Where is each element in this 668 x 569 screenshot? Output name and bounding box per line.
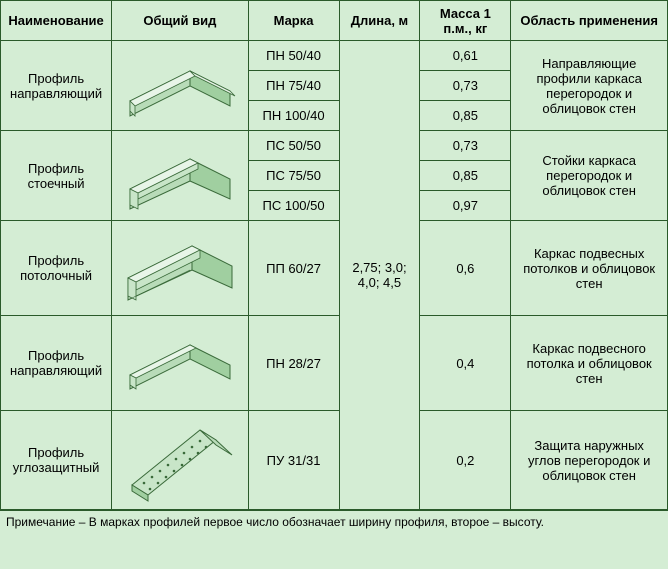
profile-mass: 0,97 [420,191,511,221]
header-application: Область применения [511,1,668,41]
profile-mark: ПН 100/40 [248,101,339,131]
profile-application: Защита наружных углов перегородок и обли… [511,411,668,510]
profile-mass: 0,6 [420,221,511,316]
u-channel-icon [120,51,240,121]
profile-mark: ПП 60/27 [248,221,339,316]
profile-view [112,316,248,411]
profile-application: Направляющие профили каркаса перегородок… [511,41,668,131]
c-channel-icon [120,141,240,211]
profile-mass: 0,61 [420,41,511,71]
profile-mark: ПН 28/27 [248,316,339,411]
profile-mass: 0,73 [420,131,511,161]
header-length: Длина, м [339,1,420,41]
header-name: Наименование [1,1,112,41]
profile-name: Профиль направляющий [1,41,112,131]
profile-mark: ПУ 31/31 [248,411,339,510]
profile-mark: ПС 75/50 [248,161,339,191]
profile-application: Каркас подвесных потолков и облицовок ст… [511,221,668,316]
profile-name: Профиль углозащитный [1,411,112,510]
profile-mark: ПН 75/40 [248,71,339,101]
profile-application: Каркас подвесного потолка и облицовок ст… [511,316,668,411]
profile-name: Профиль стоечный [1,131,112,221]
profile-view [112,131,248,221]
profile-view [112,41,248,131]
profile-application: Стойки каркаса перегородок и облицовок с… [511,131,668,221]
profile-mass: 0,2 [420,411,511,510]
profile-name: Профиль потолочный [1,221,112,316]
profile-name: Профиль направляющий [1,316,112,411]
profile-mark: ПН 50/40 [248,41,339,71]
profile-mass: 0,85 [420,161,511,191]
profile-view [112,221,248,316]
profiles-table: Наименование Общий вид Марка Длина, м Ма… [0,0,668,510]
table-row: Профиль направляющий ПН 50/40 2,75; 3,0;… [1,41,668,71]
ceiling-channel-icon [120,228,240,308]
header-mass: Масса 1 п.м., кг [420,1,511,41]
profile-mark: ПС 50/50 [248,131,339,161]
profile-mark: ПС 100/50 [248,191,339,221]
profile-mass: 0,85 [420,101,511,131]
footnote: Примечание – В марках профилей первое чи… [0,510,668,533]
header-mark: Марка [248,1,339,41]
profile-view [112,411,248,510]
angle-profile-icon [120,415,240,505]
profile-length: 2,75; 3,0; 4,0; 4,5 [339,41,420,510]
header-view: Общий вид [112,1,248,41]
profile-mass: 0,73 [420,71,511,101]
guide-channel-icon [120,323,240,403]
header-row: Наименование Общий вид Марка Длина, м Ма… [1,1,668,41]
profile-mass: 0,4 [420,316,511,411]
table-row: Профиль стоечный ПС 50/50 0,73 Стойки ка… [1,131,668,161]
